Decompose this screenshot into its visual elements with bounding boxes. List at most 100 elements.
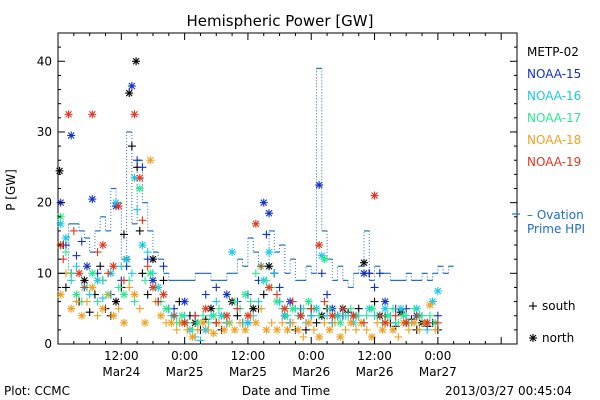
noaa-15-north-point bbox=[127, 82, 136, 91]
noaa-18-north-point bbox=[325, 325, 334, 334]
x-tick-time-label: 0:00 bbox=[298, 349, 325, 363]
noaa-19-south-point bbox=[433, 318, 442, 327]
noaa-15-north-point bbox=[180, 297, 189, 306]
noaa-19-north-point bbox=[109, 262, 118, 271]
noaa-15-north-point bbox=[381, 297, 390, 306]
noaa-16-north-point bbox=[243, 318, 252, 327]
noaa-19-south-point bbox=[307, 304, 316, 313]
noaa-18-north-point bbox=[230, 325, 239, 334]
noaa-16-north-point bbox=[265, 248, 274, 257]
noaa-19-north-point bbox=[402, 318, 411, 327]
noaa-16-south-point bbox=[307, 311, 316, 320]
noaa-18-south-point bbox=[204, 325, 213, 334]
x-tick-time-label: 12:00 bbox=[357, 349, 392, 363]
metp-02-north-point bbox=[132, 57, 141, 66]
noaa-17-north-point bbox=[162, 304, 171, 313]
y-tick-label: 10 bbox=[37, 266, 52, 280]
noaa-18-north-point bbox=[294, 325, 303, 334]
noaa-18-south-point bbox=[125, 283, 134, 292]
noaa-18-south-point bbox=[83, 297, 92, 306]
noaa-18-north-point bbox=[220, 325, 229, 334]
noaa-18-south-point bbox=[225, 318, 234, 327]
legend-south-marker bbox=[529, 302, 537, 310]
noaa-17-south-point bbox=[246, 297, 255, 306]
noaa-19-south-point bbox=[233, 304, 242, 313]
noaa-17-south-point bbox=[114, 283, 123, 292]
y-axis-label: P [GW] bbox=[4, 169, 18, 211]
ovation-series bbox=[58, 67, 454, 289]
metp-02-south-point bbox=[159, 276, 168, 285]
noaa-18-north-point bbox=[251, 318, 260, 327]
metp-02-south-point bbox=[233, 311, 242, 320]
noaa-18-north-point bbox=[241, 325, 250, 334]
noaa-18-south-point bbox=[267, 318, 276, 327]
noaa-18-north-point bbox=[209, 329, 218, 338]
satellite-points bbox=[55, 57, 442, 345]
noaa-18-north-point bbox=[389, 325, 398, 334]
noaa-19-south-point bbox=[80, 283, 89, 292]
noaa-19-north-point bbox=[180, 318, 189, 327]
noaa-18-north-point bbox=[56, 290, 65, 299]
metp-02-north-point bbox=[265, 262, 274, 271]
noaa-18-north-point bbox=[272, 325, 281, 334]
noaa-19-north-point bbox=[243, 311, 252, 320]
noaa-17-south-point bbox=[389, 304, 398, 313]
metp-02-south-point bbox=[96, 262, 105, 271]
noaa-17-north-point bbox=[304, 297, 313, 306]
noaa-18-south-point bbox=[135, 304, 144, 313]
noaa-17-south-point bbox=[214, 304, 223, 313]
chart-title: Hemispheric Power [GW] bbox=[187, 12, 374, 30]
legend-entry-noaa-19: NOAA-19 bbox=[527, 155, 581, 169]
noaa-18-south-point bbox=[362, 325, 371, 334]
legend-entry-metp-02: METP-02 bbox=[527, 45, 579, 59]
legend-entry-noaa-15: NOAA-15 bbox=[527, 67, 581, 81]
noaa-15-north-point bbox=[259, 198, 268, 207]
x-tick-time-label: 0:00 bbox=[424, 349, 451, 363]
metp-02-north-point bbox=[112, 297, 121, 306]
noaa-17-south-point bbox=[262, 276, 271, 285]
noaa-16-south-point bbox=[423, 325, 432, 334]
noaa-18-south-point bbox=[172, 325, 181, 334]
noaa-18-north-point bbox=[199, 318, 208, 327]
noaa-19-north-point bbox=[296, 311, 305, 320]
noaa-17-south-point bbox=[98, 276, 107, 285]
noaa-19-north-point bbox=[64, 110, 73, 119]
metp-02-north-point bbox=[125, 89, 134, 98]
noaa-15-south-point bbox=[201, 290, 210, 299]
metp-02-south-point bbox=[61, 283, 70, 292]
noaa-15-south-point bbox=[370, 283, 379, 292]
noaa-19-south-point bbox=[257, 262, 266, 271]
noaa-17-north-point bbox=[241, 290, 250, 299]
legend-entry-noaa-16: NOAA-16 bbox=[527, 89, 581, 103]
noaa-15-south-point bbox=[433, 311, 442, 320]
noaa-18-north-point bbox=[283, 325, 292, 334]
noaa-18-north-point bbox=[67, 304, 76, 313]
noaa-17-north-point bbox=[177, 311, 186, 320]
noaa-17-north-point bbox=[336, 318, 345, 327]
noaa-19-north-point bbox=[251, 219, 260, 228]
noaa-18-south-point bbox=[183, 325, 192, 334]
noaa-19-north-point bbox=[423, 318, 432, 327]
noaa-16-north-point bbox=[433, 286, 442, 295]
noaa-18-north-point bbox=[346, 318, 355, 327]
noaa-18-north-point bbox=[378, 325, 387, 334]
noaa-17-south-point bbox=[230, 297, 239, 306]
noaa-18-north-point bbox=[167, 318, 176, 327]
noaa-19-north-point bbox=[114, 202, 123, 211]
noaa-18-south-point bbox=[114, 304, 123, 313]
noaa-16-north-point bbox=[228, 248, 237, 257]
noaa-18-south-point bbox=[257, 304, 266, 313]
noaa-18-south-point bbox=[341, 325, 350, 334]
noaa-15-south-point bbox=[323, 290, 332, 299]
noaa-19-south-point bbox=[93, 248, 102, 257]
noaa-18-south-point bbox=[288, 318, 297, 327]
y-tick-label: 40 bbox=[37, 54, 52, 68]
x-tick-time-label: 12:00 bbox=[104, 349, 139, 363]
x-tick-date-label: Mar24 bbox=[102, 365, 140, 379]
noaa-17-north-point bbox=[272, 297, 281, 306]
noaa-16-south-point bbox=[127, 269, 136, 278]
noaa-18-north-point bbox=[425, 301, 434, 310]
noaa-19-south-point bbox=[338, 304, 347, 313]
noaa-15-south-point bbox=[77, 237, 86, 246]
